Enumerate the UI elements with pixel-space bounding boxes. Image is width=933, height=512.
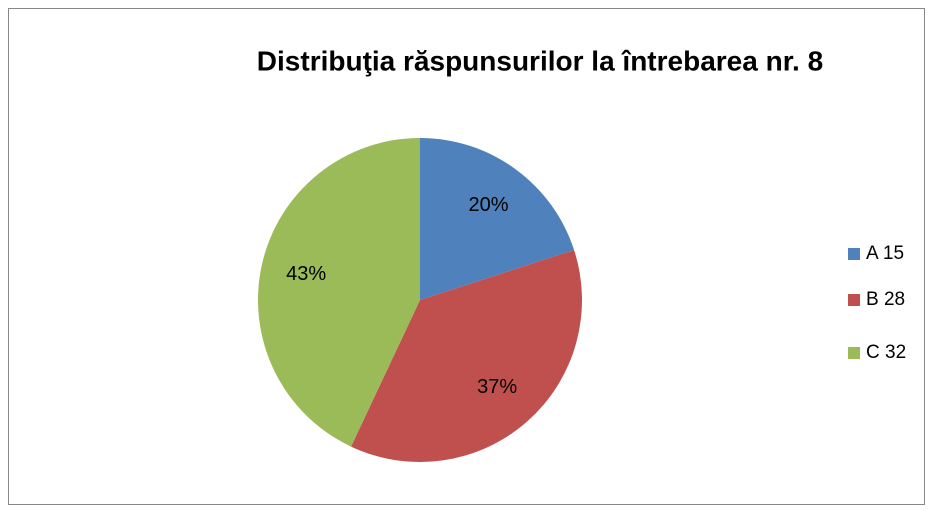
chart-title: Distribuţia răspunsurilor la întrebarea … [257,45,823,76]
legend-swatch [848,294,860,306]
data-label: 20% [469,194,509,216]
legend-label: C 32 [866,342,906,363]
legend-label: A 15 [866,243,904,264]
legend-swatch [848,347,860,359]
pie-slice [420,138,575,300]
legend-swatch [848,248,860,260]
pie-slice [258,138,420,447]
pie-slice [351,249,583,462]
data-label: 37% [477,376,517,398]
data-label: 43% [286,263,326,285]
legend-label: B 28 [866,289,905,310]
